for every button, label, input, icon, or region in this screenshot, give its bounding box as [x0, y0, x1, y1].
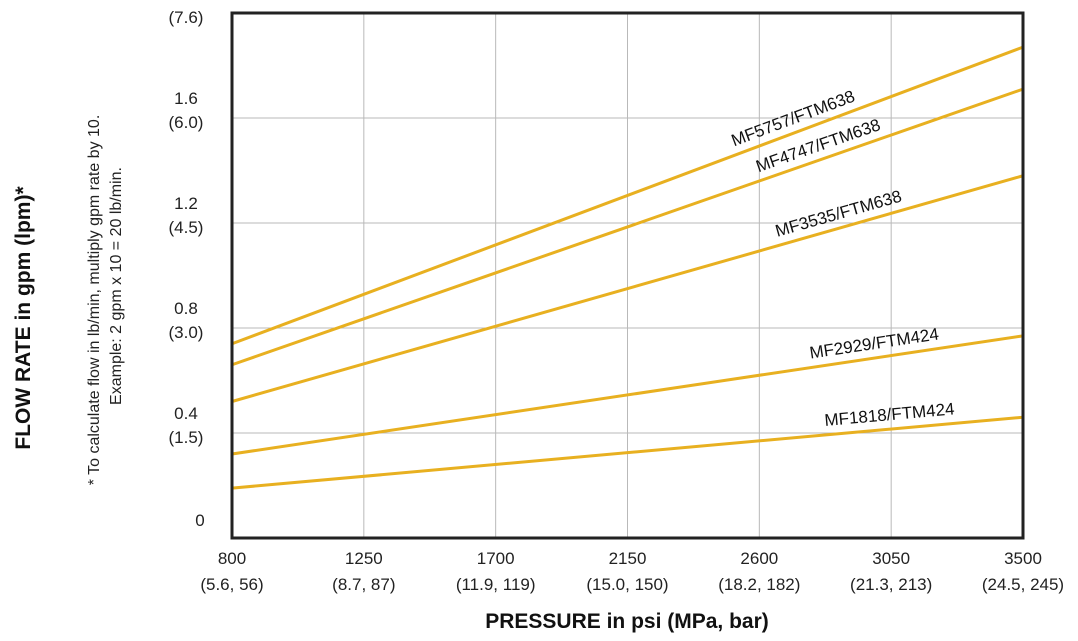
y-tick-label: 1.2 [174, 194, 198, 213]
y-tick-sublabel: (4.5) [169, 218, 204, 237]
y-tick-label: 0.8 [174, 299, 198, 318]
y-tick-sublabel: (1.5) [169, 428, 204, 447]
x-tick-sublabel: (15.0, 150) [586, 575, 668, 594]
x-tick-label: 1700 [477, 549, 515, 568]
x-tick-labels: 800 (5.6, 56) 1250 (8.7, 87) 1700 (11.9, 119)… [200, 549, 1064, 594]
series-label: MF3535/FTM638 [773, 187, 904, 241]
series-line [231, 334, 1024, 456]
x-tick-sublabel: (5.6, 56) [200, 575, 263, 594]
series-line [231, 45, 1024, 346]
x-tick-label: 1250 [345, 549, 383, 568]
footnote-line-2: Example: 2 gpm x 10 = 20 lb/min. [108, 167, 125, 405]
y-tick-sublabel: (6.0) [169, 113, 204, 132]
x-tick-sublabel: (8.7, 87) [332, 575, 395, 594]
series-line [231, 415, 1024, 490]
x-tick-label: 3500 [1004, 549, 1042, 568]
x-axis-label: PRESSURE in psi (MPa, bar) [485, 610, 769, 633]
y-tick-sublabel: (7.6) [169, 8, 204, 27]
series-labels: MF5757/FTM638MF4747/FTM638MF3535/FTM638M… [729, 87, 956, 430]
y-tick-label: 0.4 [174, 404, 198, 423]
footnote-line-1: * To calculate flow in lb/min, multiply … [86, 115, 103, 486]
y-tick-label: 0 [195, 511, 204, 530]
series-line [231, 87, 1024, 367]
x-tick-sublabel: (18.2, 182) [718, 575, 800, 594]
x-tick-sublabel: (24.5, 245) [982, 575, 1064, 594]
y-tick-sublabel: (3.0) [169, 323, 204, 342]
x-tick-label: 800 [218, 549, 246, 568]
y-tick-label: 2.0 [174, 0, 198, 3]
x-tick-sublabel: (11.9, 119) [456, 575, 536, 594]
plot-frame [230, 11, 1025, 540]
x-tick-label: 3050 [872, 549, 910, 568]
series-line [231, 174, 1024, 403]
series-lines [231, 45, 1024, 490]
y-axis-label: FLOW RATE in gpm (lpm)* [12, 186, 35, 450]
x-tick-sublabel: (21.3, 213) [850, 575, 932, 594]
y-tick-label: 1.6 [174, 89, 198, 108]
y-tick-labels: 0 0.4 (1.5) 0.8 (3.0) 1.2 (4.5) 1.6 (6.0) 2.0 (7.6… [169, 0, 205, 530]
x-tick-label: 2150 [609, 549, 647, 568]
x-tick-label: 2600 [740, 549, 778, 568]
